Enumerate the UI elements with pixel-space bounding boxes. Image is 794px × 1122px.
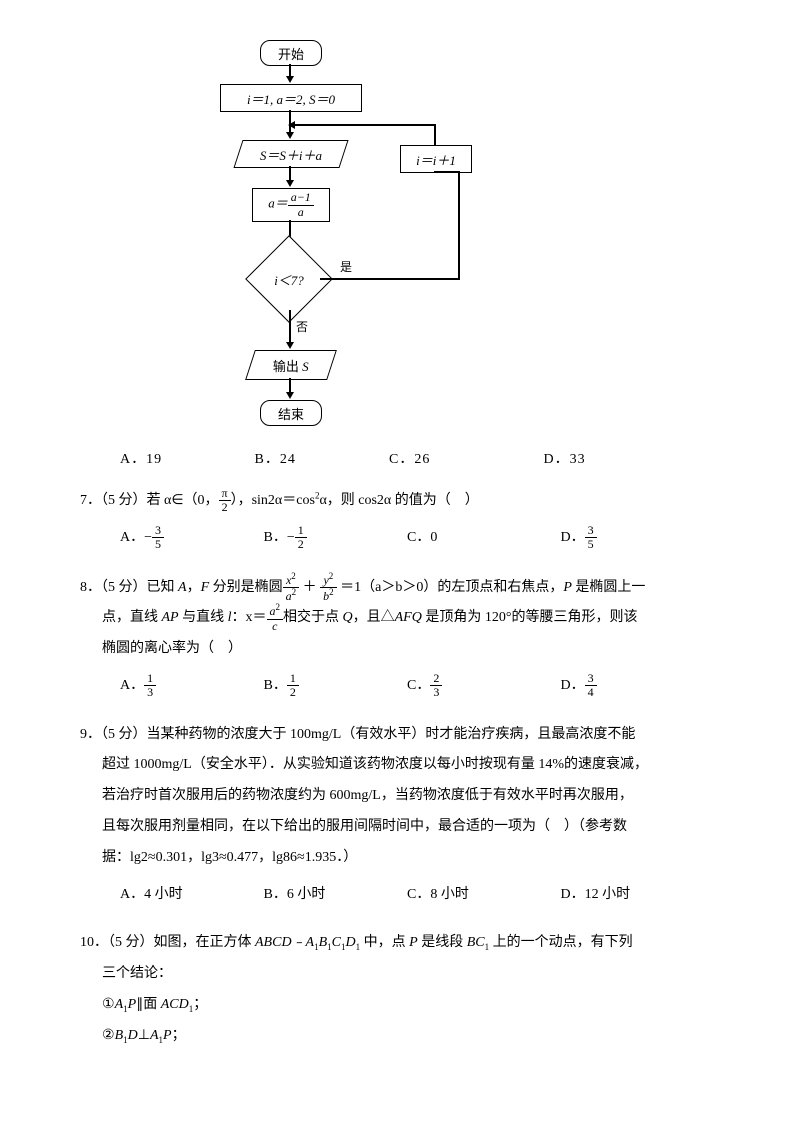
q8-opt-a: A．13 [120, 671, 260, 702]
fc-arrow [288, 121, 295, 129]
q9-options: A．4 小时 B．6 小时 C．8 小时 D．12 小时 [120, 880, 714, 911]
q9-line: 超过 1000mg/L（安全水平）．从实验知道该药物浓度以每小时按现有量 14%… [102, 757, 648, 772]
q7-opt-c: C．0 [407, 523, 557, 554]
q9-line: 若治疗时首次服用后的药物浓度约为 600mg/L，当药物浓度低于有效水平时再次服… [102, 788, 633, 803]
q6-opt-a: A．19 [120, 448, 250, 468]
q6-opt-c: C．26 [389, 448, 539, 468]
fc-label-yes: 是 [340, 258, 352, 275]
fc-node-start: 开始 [260, 40, 322, 66]
q6-opt-b: B．24 [255, 448, 385, 468]
fc-edge [289, 310, 291, 344]
q9-line: 且每次服用剂量相同，在以下给出的服用间隔时间中，最合适的一项为（ ）（参考数 [102, 819, 627, 834]
fc-node-end: 结束 [260, 400, 322, 426]
question-9: 9．（5 分）当某种药物的浓度大于 100mg/L（有效水平）时才能治疗疾病，且… [80, 720, 714, 911]
q8-opt-b: B．12 [264, 671, 404, 702]
fc-arrow [286, 76, 294, 83]
q9-opt-a: A．4 小时 [120, 880, 260, 911]
fc-node-i-update: i＝i＋1 [400, 145, 472, 173]
q8-options: A．13 B．12 C．23 D．34 [120, 671, 714, 702]
q9-opt-b: B．6 小时 [264, 880, 404, 911]
q9-opt-c: C．8 小时 [407, 880, 557, 911]
q8-opt-d: D．34 [561, 671, 661, 702]
question-8: 8．（5 分）已知 A，F 分别是椭圆x2a2 ＋ y2b2 ＝1（a＞b＞0）… [80, 572, 714, 702]
fc-label-no: 否 [296, 318, 308, 335]
fc-arrow [286, 132, 294, 139]
fc-edge [434, 171, 460, 173]
q7-stem: 7．（5 分）若 α∈（0，π2），sin2α＝cos2α，则 cos2α 的值… [80, 493, 479, 508]
fc-arrow [286, 180, 294, 187]
fc-node-init: i＝1, a＝2, S＝0 [220, 84, 362, 112]
question-7: 7．（5 分）若 α∈（0，π2），sin2α＝cos2α，则 cos2α 的值… [80, 486, 714, 554]
fc-node-s-update: S＝S＋i＋a [233, 140, 348, 168]
fc-arrow [286, 342, 294, 349]
fc-node-output: 输出 S [245, 350, 337, 380]
q9-line: 9．（5 分）当某种药物的浓度大于 100mg/L（有效水平）时才能治疗疾病，且… [80, 727, 635, 742]
fc-node-a-update: a＝a−1a [252, 188, 330, 222]
fc-node-decision: i＜7? [258, 248, 320, 310]
q7-options: A．−35 B．−12 C．0 D．35 [120, 523, 714, 554]
q8-text: 8．（5 分）已知 [80, 580, 178, 595]
flowchart-diagram: 开始 i＝1, a＝2, S＝0 S＝S＋i＋a a＝a−1a i＜7? 是 i… [160, 40, 510, 440]
q7-opt-b: B．−12 [264, 523, 404, 554]
fc-edge [320, 278, 460, 280]
fc-arrow [286, 392, 294, 399]
question-10: 10．（5 分）如图，在正方体 ABCD﹣A1B1C1D1 中，点 P 是线段 … [80, 928, 714, 1051]
q8-opt-c: C．23 [407, 671, 557, 702]
q9-line: 据：lg2≈0.301，lg3≈0.477，lg86≈1.935．） [102, 850, 357, 865]
fc-edge [458, 171, 460, 280]
q7-opt-a: A．−35 [120, 523, 260, 554]
q9-opt-d: D．12 小时 [561, 880, 661, 911]
q6-options: A．19 B．24 C．26 D．33 [120, 448, 714, 468]
q6-opt-d: D．33 [544, 448, 644, 468]
q7-opt-d: D．35 [561, 523, 661, 554]
fc-edge [290, 124, 436, 126]
fc-edge [434, 124, 436, 145]
